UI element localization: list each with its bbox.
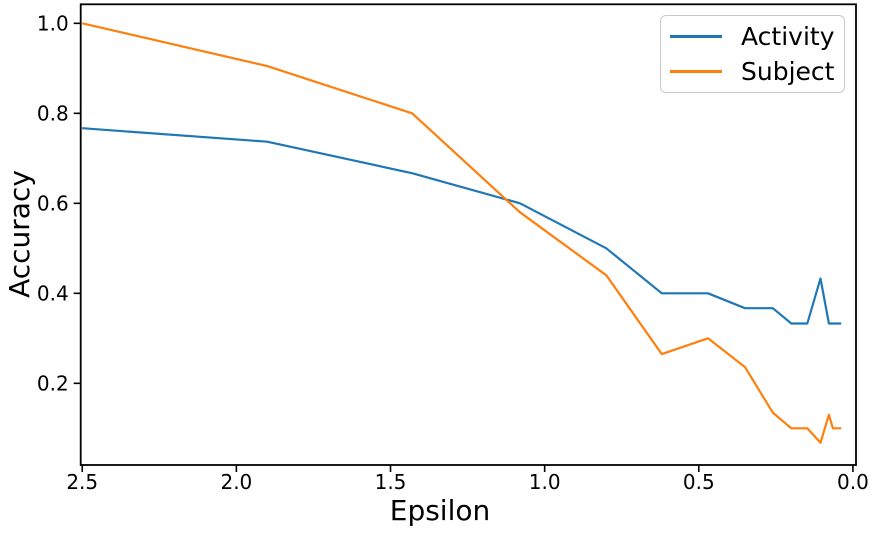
x-tick-label: 0.5	[683, 470, 715, 494]
subject-line	[81, 22, 842, 444]
x-axis-title: Epsilon	[389, 494, 491, 527]
x-tick-label: 1.0	[529, 470, 561, 494]
y-tick-label: 0.6	[37, 191, 69, 215]
subject-line-sample	[670, 70, 722, 74]
legend-entry-activity: Activity	[661, 19, 844, 53]
y-axis-title: Accuracy	[3, 170, 36, 298]
y-tick-label: 0.2	[37, 371, 69, 395]
x-tick-label: 1.5	[375, 470, 407, 494]
y-tick-label: 1.0	[37, 11, 69, 35]
plot-border	[79, 3, 857, 466]
legend: Activity Subject	[660, 15, 845, 93]
x-tick-label: 0.0	[837, 470, 869, 494]
x-tick-label: 2.5	[66, 470, 98, 494]
activity-line	[82, 127, 842, 325]
x-tick-label: 2.0	[220, 470, 252, 494]
y-tick-label: 0.8	[37, 101, 69, 125]
legend-entry-subject: Subject	[661, 55, 844, 89]
legend-label-activity: Activity	[741, 21, 835, 51]
activity-line-sample	[670, 34, 722, 38]
legend-label-subject: Subject	[741, 57, 835, 87]
y-tick-label: 0.4	[37, 281, 69, 305]
